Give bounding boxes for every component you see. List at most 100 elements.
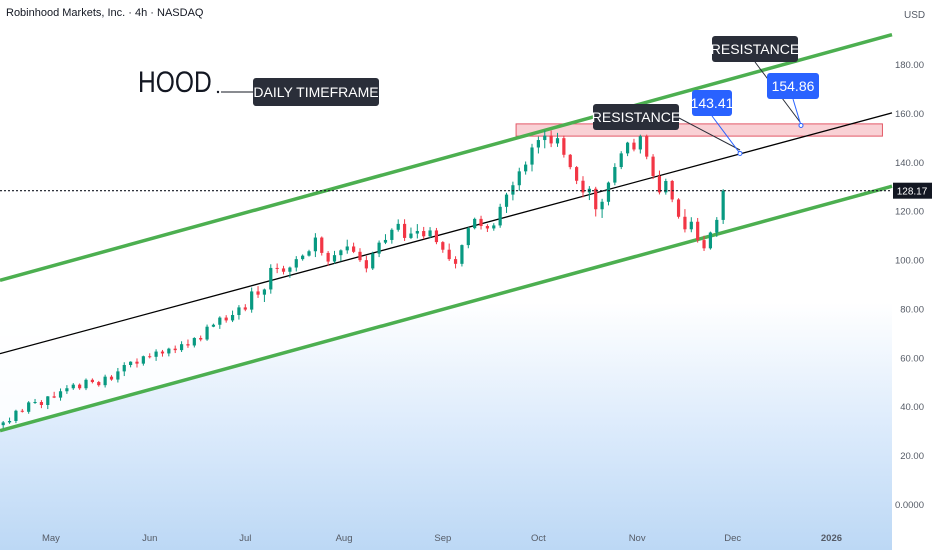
- price-pointer-143: [711, 115, 741, 154]
- y-tick-label: 20.00: [900, 451, 924, 462]
- candle-body: [179, 344, 184, 351]
- candle-body: [294, 259, 298, 268]
- candle-body: [192, 337, 196, 346]
- candle-body: [7, 420, 12, 423]
- y-axis: 0.0000 20.00 40.00 60.00 80.00 100.00 120.00 14…: [895, 60, 924, 511]
- y-tick-label: 60.00: [900, 353, 924, 364]
- candle-body: [568, 154, 572, 168]
- price-label-143-text: 143.41: [691, 95, 734, 111]
- candle-body: [250, 291, 254, 310]
- price-label-154-box: [767, 73, 819, 99]
- channel-upper-line: [0, 32, 893, 283]
- candle-body: [632, 142, 636, 150]
- price-marker-143: [737, 150, 743, 156]
- y-tick-label: 180.00: [895, 60, 924, 71]
- candle-body: [167, 348, 171, 354]
- candle-body: [645, 136, 649, 157]
- candle-body: [301, 255, 305, 260]
- candle-body: [402, 223, 407, 238]
- candle-body: [154, 351, 158, 357]
- timeframe-label-box: [253, 78, 379, 106]
- candle-body: [415, 231, 419, 234]
- candle-body: [339, 250, 343, 256]
- candle-body: [708, 232, 713, 249]
- candle-body: [371, 253, 375, 269]
- resistance-label-1-box: [593, 104, 679, 130]
- candle-body: [275, 267, 279, 269]
- x-tick-label: Aug: [336, 533, 353, 544]
- candle-body: [441, 242, 445, 250]
- x-tick-label: Sep: [434, 533, 451, 544]
- price-marker-154: [798, 122, 804, 128]
- ticker-annotation: HOOD: [138, 65, 212, 99]
- candle-body: [492, 225, 496, 229]
- candle-body: [383, 239, 388, 243]
- candle-body: [352, 246, 356, 252]
- candle-body: [52, 396, 56, 398]
- annotations-layer: HOOD DAILY TIMEFRAME RESISTANCE RESISTANCE 1…: [138, 36, 819, 156]
- candle-body: [434, 230, 439, 243]
- candle-body: [575, 167, 579, 181]
- candle-body: [562, 138, 566, 155]
- candle-body: [600, 201, 604, 210]
- candle-body: [78, 384, 82, 389]
- candle-body: [466, 228, 470, 246]
- candle-body: [27, 402, 31, 412]
- last-price-value: 128.17: [897, 187, 928, 198]
- candle-body: [504, 194, 509, 207]
- candle-body: [536, 140, 540, 148]
- candle-body: [281, 268, 286, 272]
- x-axis: May Jun Jul Aug Sep Oct Nov Dec 2026: [42, 533, 842, 544]
- candle-body: [230, 315, 235, 321]
- x-tick-label: Jul: [239, 533, 251, 544]
- candle-body: [581, 180, 585, 193]
- last-price-layer: 128.17: [0, 182, 932, 199]
- candle-body: [447, 249, 451, 260]
- candles-layer: [1, 130, 725, 429]
- candle-body: [20, 410, 24, 412]
- candle-body: [664, 180, 668, 193]
- candle-body: [122, 365, 126, 372]
- symbol-title: Robinhood Markets, Inc. · 4h · NASDAQ: [6, 7, 204, 19]
- currency-label[interactable]: USD: [904, 10, 925, 21]
- candle-body: [524, 164, 528, 172]
- ticker-dot: [216, 90, 220, 94]
- candle-body: [90, 379, 94, 383]
- candle-body: [657, 176, 662, 193]
- candle-body: [409, 233, 413, 238]
- price-scale-background: [892, 0, 932, 550]
- candle-body: [606, 182, 611, 202]
- candle-body: [256, 291, 260, 295]
- candle-body: [696, 221, 700, 241]
- x-tick-label: Oct: [531, 533, 546, 544]
- y-tick-label: 40.00: [900, 402, 924, 413]
- candle-body: [39, 401, 44, 405]
- trend-lines-layer: [0, 32, 893, 433]
- candle-body: [71, 384, 75, 389]
- y-tick-label: 100.00: [895, 256, 924, 267]
- resistance-label-2-box: [712, 36, 798, 62]
- resistance-label-1-text: RESISTANCE: [592, 109, 680, 125]
- candle-body: [269, 267, 273, 290]
- candle-body: [555, 138, 560, 144]
- candle-body: [683, 216, 687, 230]
- price-pointer-154: [792, 98, 802, 126]
- candle-body: [84, 379, 88, 389]
- price-label-143-box: [692, 90, 732, 116]
- candle-body: [211, 324, 216, 327]
- last-price-tag: [893, 182, 932, 199]
- candle-body: [422, 231, 426, 237]
- candle-body: [65, 388, 69, 392]
- candle-body: [396, 223, 400, 230]
- candle-body: [199, 337, 203, 340]
- candle-body: [625, 142, 630, 154]
- candle-body: [345, 246, 349, 251]
- candle-body: [428, 230, 432, 237]
- candle-body: [205, 326, 209, 340]
- candle-body: [326, 252, 330, 262]
- candle-body: [364, 260, 368, 269]
- candle-body: [237, 307, 241, 316]
- candle-body: [485, 226, 490, 229]
- candle-body: [651, 156, 655, 177]
